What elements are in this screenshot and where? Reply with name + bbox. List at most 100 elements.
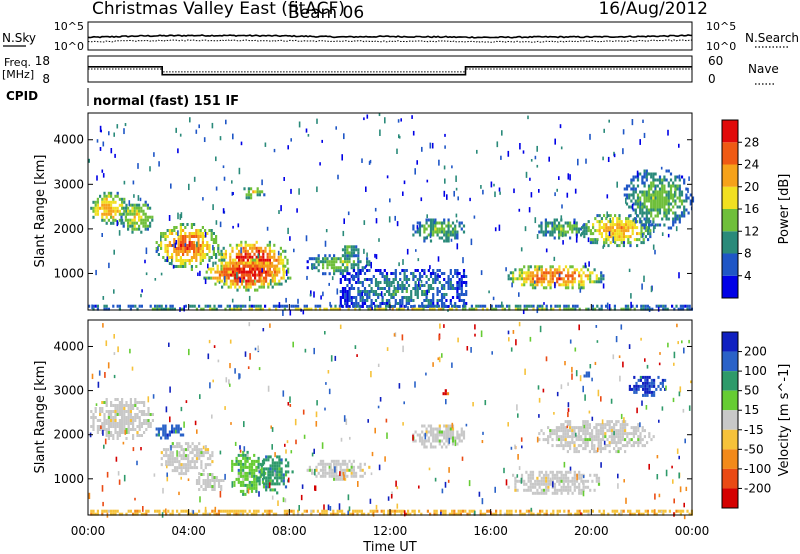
power-cell <box>436 299 439 302</box>
power-cell <box>412 278 415 281</box>
power-cell <box>603 241 606 245</box>
power-cell <box>405 278 408 281</box>
velocity-cell <box>92 419 95 422</box>
power-cell <box>146 224 149 228</box>
velocity-cell <box>260 470 263 474</box>
velocity-scatter-cell <box>597 389 600 397</box>
velocity-scatter-cell <box>610 398 613 404</box>
power-cell <box>667 217 670 221</box>
velocity-cell <box>276 473 279 477</box>
power-cell <box>208 250 211 253</box>
power-cell <box>427 299 430 302</box>
power-cell <box>667 193 670 197</box>
power-cell <box>385 272 389 275</box>
velocity-cell <box>312 509 315 513</box>
power-cell <box>643 211 646 215</box>
power-cell <box>418 275 422 278</box>
power-cell <box>317 269 320 273</box>
power-cell <box>392 296 395 299</box>
velocity-cell <box>420 512 423 516</box>
power-cell <box>440 293 444 296</box>
velocity-cell <box>195 482 199 485</box>
velocity-cell <box>319 474 322 478</box>
velocity-scatter-cell <box>180 406 183 412</box>
velocity-cell <box>449 430 452 434</box>
velocity-cell <box>521 512 524 516</box>
velocity-cell <box>233 509 236 513</box>
velocity-cell <box>606 423 609 427</box>
velocity-cell <box>107 419 110 422</box>
power-cell <box>127 227 130 231</box>
velocity-cell <box>577 444 580 448</box>
power-cell <box>383 269 386 272</box>
velocity-cell <box>228 509 231 513</box>
power-cell <box>374 284 378 287</box>
power-cell <box>188 247 191 250</box>
velocity-cell <box>202 469 205 473</box>
power-cell <box>366 260 369 264</box>
power-cell <box>260 255 263 259</box>
power-cell <box>271 261 274 265</box>
power-cell <box>195 247 198 250</box>
power-cell <box>341 275 345 278</box>
velocity-scatter-cell <box>136 460 138 466</box>
power-cell <box>210 256 213 259</box>
velocity-cell <box>518 479 521 483</box>
power-cell <box>171 256 174 259</box>
velocity-scatter-cell <box>214 506 217 513</box>
power-cell <box>539 307 542 311</box>
velocity-scatter-cell <box>286 440 289 444</box>
power-cell <box>399 287 402 290</box>
velocity-cell <box>456 442 459 446</box>
power-cell <box>622 235 625 239</box>
power-cell <box>273 273 276 277</box>
velocity-cell <box>171 442 174 446</box>
velocity-cell <box>257 459 260 463</box>
power-cell <box>427 302 430 305</box>
power-scatter-cell <box>639 139 641 145</box>
power-cell <box>251 282 254 286</box>
velocity-cell <box>630 438 633 442</box>
velocity-cell <box>393 512 396 516</box>
velocity-cell <box>90 512 93 516</box>
power-cell <box>251 258 254 262</box>
power-cell <box>344 302 347 305</box>
power-cell <box>105 200 108 204</box>
velocity-cell <box>341 477 344 481</box>
power-cell <box>140 209 143 213</box>
velocity-cell <box>578 491 581 495</box>
noise-tick-low-right: 10^0 <box>706 40 736 53</box>
velocity-cell <box>619 426 622 430</box>
power-cell <box>634 211 637 215</box>
power-cell <box>355 299 358 302</box>
power-scatter-cell <box>551 221 553 227</box>
power-cell <box>440 230 444 234</box>
power-cell <box>672 181 675 185</box>
power-cell <box>101 203 104 207</box>
velocity-cell <box>114 509 117 513</box>
velocity-cell <box>231 509 234 513</box>
velocity-cell <box>432 445 435 449</box>
power-cell <box>228 304 231 308</box>
velocity-cell <box>336 509 339 513</box>
power-cell <box>529 265 532 269</box>
power-cell <box>656 184 659 188</box>
power-cell <box>337 266 340 270</box>
power-cell <box>359 299 362 302</box>
power-cell <box>133 206 136 210</box>
power-cell <box>212 238 215 241</box>
power-scatter-cell <box>522 150 525 154</box>
power-cell <box>334 307 337 311</box>
power-cell <box>249 264 252 268</box>
power-cell <box>642 307 645 311</box>
power-cell <box>204 244 207 247</box>
velocity-cell <box>177 430 180 434</box>
velocity-cell <box>580 473 583 477</box>
power-cell <box>339 272 342 275</box>
velocity-cell <box>628 384 631 388</box>
power-cell <box>432 272 435 275</box>
velocity-cell <box>400 509 403 513</box>
power-cell <box>357 269 360 272</box>
power-cell <box>229 243 232 247</box>
power-cell <box>443 278 446 281</box>
